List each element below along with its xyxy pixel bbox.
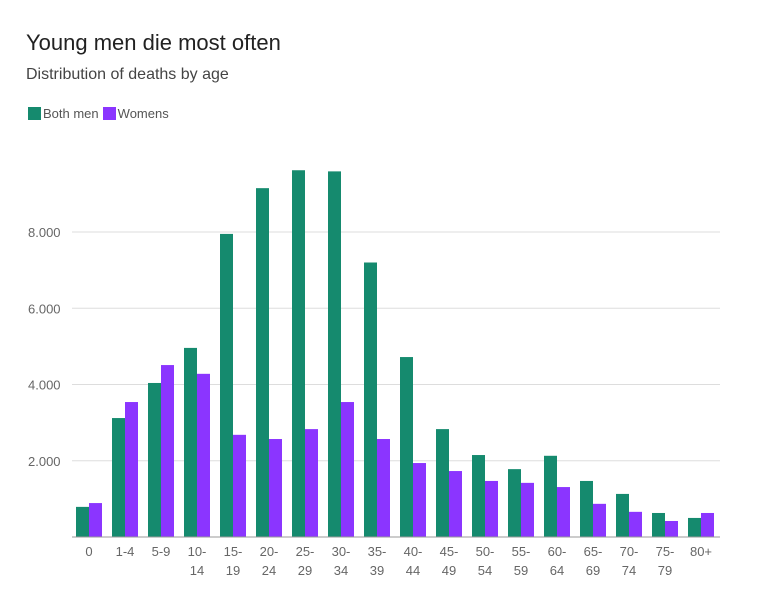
- x-tick-label: 59: [514, 563, 528, 578]
- x-tick-label: 5-9: [152, 544, 171, 559]
- bar-womens[interactable]: [485, 480, 498, 537]
- chart-subtitle: Distribution of deaths by age: [26, 66, 229, 83]
- x-tick-label: 39: [370, 563, 384, 578]
- x-tick-label: 49: [442, 563, 456, 578]
- x-tick-label: 19: [226, 563, 240, 578]
- y-tick-label: 6.000: [28, 301, 61, 316]
- bar-womens[interactable]: [701, 512, 714, 537]
- bar-both-men[interactable]: [400, 357, 413, 537]
- x-tick-label: 15-: [224, 544, 243, 559]
- x-tick-label: 44: [406, 563, 420, 578]
- x-tick-label: 0: [85, 544, 92, 559]
- bar-both-men[interactable]: [148, 382, 161, 537]
- x-tick-label: 30-: [332, 544, 351, 559]
- bar-womens[interactable]: [161, 365, 174, 537]
- y-axis: 2.000 4.000 6.000 8.000: [28, 225, 61, 469]
- x-tick-label: 10-: [188, 544, 207, 559]
- y-tick-label: 2.000: [28, 454, 61, 469]
- x-tick-label: 64: [550, 563, 564, 578]
- bar-both-men[interactable]: [472, 455, 485, 537]
- bar-womens[interactable]: [341, 402, 354, 537]
- x-tick-label: 79: [658, 563, 672, 578]
- bar-both-men[interactable]: [544, 455, 557, 537]
- x-tick-label: 24: [262, 563, 276, 578]
- legend-label-womens: Womens: [117, 106, 169, 121]
- bar-both-men[interactable]: [436, 429, 449, 537]
- x-tick-label: 14: [190, 563, 204, 578]
- bar-womens[interactable]: [269, 439, 282, 537]
- x-tick-label: 35-: [368, 544, 387, 559]
- bar-both-men[interactable]: [220, 233, 233, 537]
- bar-womens[interactable]: [377, 439, 390, 537]
- x-tick-label: 34: [334, 563, 348, 578]
- bar-womens[interactable]: [593, 503, 606, 537]
- bar-womens[interactable]: [233, 434, 246, 537]
- x-tick-label: 75-: [656, 544, 675, 559]
- bar-both-men[interactable]: [292, 170, 305, 538]
- bar-both-men[interactable]: [364, 262, 377, 538]
- y-tick-label: 8.000: [28, 225, 61, 240]
- x-tick-label: 1-4: [116, 544, 135, 559]
- legend-label-both-men: Both men: [43, 106, 99, 121]
- bar-both-men[interactable]: [76, 506, 89, 537]
- x-tick-label: 20-: [260, 544, 279, 559]
- bar-both-men[interactable]: [616, 493, 629, 537]
- x-tick-label: 29: [298, 563, 312, 578]
- x-tick-label: 25-: [296, 544, 315, 559]
- bar-both-men[interactable]: [328, 171, 341, 537]
- y-tick-label: 4.000: [28, 378, 61, 393]
- x-axis: 0 1-4 5-9 10- 14 15- 19 20- 24 25- 29 30- 34 35- 39 40-…: [72, 536, 720, 578]
- bar-womens[interactable]: [629, 511, 642, 537]
- bar-both-men[interactable]: [508, 469, 521, 537]
- x-tick-label: 69: [586, 563, 600, 578]
- legend-item-womens[interactable]: Womens: [102, 106, 169, 121]
- legend-swatch-both-men: [28, 107, 41, 120]
- bar-both-men[interactable]: [688, 517, 701, 537]
- bar-both-men[interactable]: [112, 418, 125, 537]
- x-tick-label: 50-: [476, 544, 495, 559]
- bar-womens[interactable]: [197, 373, 210, 537]
- x-tick-label: 65-: [584, 544, 603, 559]
- bar-womens[interactable]: [557, 487, 570, 537]
- bar-both-men[interactable]: [652, 512, 665, 537]
- bar-womens[interactable]: [125, 402, 138, 537]
- x-tick-label: 70-: [620, 544, 639, 559]
- x-tick-label: 80+: [690, 544, 712, 559]
- x-tick-label: 74: [622, 563, 636, 578]
- bar-womens[interactable]: [413, 463, 426, 537]
- legend: Both men Womens: [28, 106, 173, 121]
- x-tick-label: 54: [478, 563, 492, 578]
- legend-swatch-womens: [102, 107, 116, 120]
- x-tick-label: 60-: [548, 544, 567, 559]
- bar-womens[interactable]: [89, 503, 102, 537]
- x-tick-label: 45-: [440, 544, 459, 559]
- bar-womens[interactable]: [305, 429, 318, 537]
- x-tick-label: 55-: [512, 544, 531, 559]
- bars: [76, 170, 714, 538]
- gridlines: [72, 231, 720, 462]
- bar-womens[interactable]: [449, 471, 462, 537]
- legend-item-both-men[interactable]: Both men: [28, 106, 99, 121]
- bar-both-men[interactable]: [256, 188, 269, 537]
- chart-title: Young men die most often: [26, 30, 281, 55]
- x-tick-label: 40-: [404, 544, 423, 559]
- bar-both-men[interactable]: [580, 480, 593, 537]
- bar-womens[interactable]: [521, 482, 534, 537]
- bar-both-men[interactable]: [184, 347, 197, 537]
- bar-womens[interactable]: [665, 520, 678, 537]
